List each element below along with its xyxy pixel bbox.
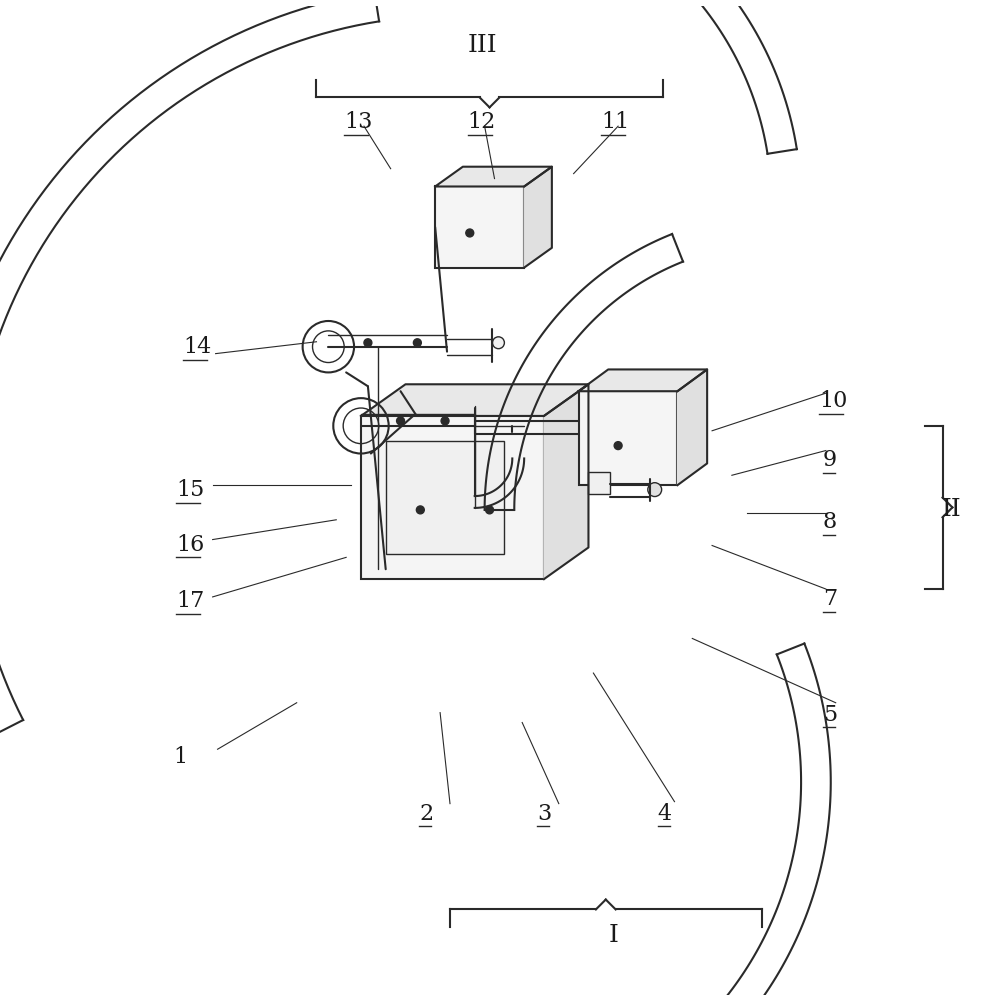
Text: 4: 4 <box>658 803 672 825</box>
Text: 12: 12 <box>468 111 496 133</box>
Bar <box>588 472 610 494</box>
Circle shape <box>466 229 474 237</box>
Text: 10: 10 <box>819 390 848 412</box>
Text: 16: 16 <box>176 534 205 556</box>
Text: 11: 11 <box>601 111 630 133</box>
Polygon shape <box>435 167 552 186</box>
Circle shape <box>416 506 424 514</box>
Text: 13: 13 <box>344 111 373 133</box>
Text: 9: 9 <box>823 449 837 471</box>
Circle shape <box>648 483 662 497</box>
Text: 14: 14 <box>183 336 212 358</box>
Circle shape <box>413 339 421 347</box>
Circle shape <box>441 417 449 425</box>
Bar <box>361 416 544 579</box>
Bar <box>435 186 524 268</box>
Circle shape <box>397 417 405 425</box>
Circle shape <box>486 506 494 514</box>
Polygon shape <box>544 384 588 579</box>
Polygon shape <box>579 369 707 391</box>
Polygon shape <box>524 167 552 268</box>
Text: 17: 17 <box>176 590 205 612</box>
Polygon shape <box>361 384 588 416</box>
Polygon shape <box>677 369 707 485</box>
Text: 3: 3 <box>537 803 551 825</box>
Text: 2: 2 <box>419 803 433 825</box>
Text: III: III <box>468 34 497 57</box>
Bar <box>386 441 504 554</box>
Text: II: II <box>942 498 961 521</box>
Circle shape <box>493 337 504 349</box>
Text: I: I <box>608 924 618 947</box>
Text: 1: 1 <box>173 746 187 768</box>
Circle shape <box>614 442 622 450</box>
Circle shape <box>364 339 372 347</box>
Text: 15: 15 <box>176 479 205 501</box>
Text: 5: 5 <box>823 704 837 726</box>
Bar <box>579 391 677 485</box>
Text: 8: 8 <box>823 511 837 533</box>
Text: 7: 7 <box>823 588 837 610</box>
